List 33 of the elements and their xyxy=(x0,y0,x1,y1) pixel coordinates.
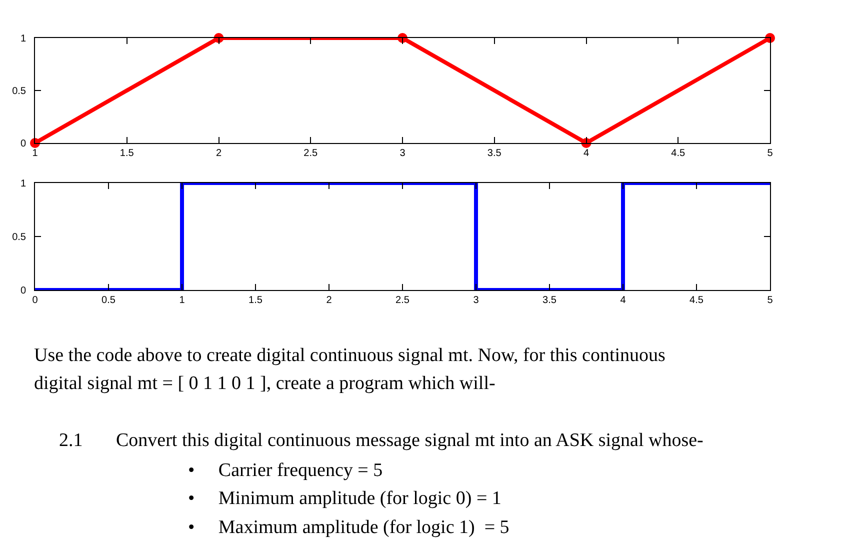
text: digital signal mt = [ 0 1 1 0 1 ], create a program which will- xyxy=(34,373,496,394)
x-tick-label: 4 xyxy=(620,295,626,306)
x-tick-label: 1 xyxy=(179,295,186,306)
x-tick-label: 5 xyxy=(767,295,774,306)
x-tick-label: 4.5 xyxy=(690,295,704,306)
x-tick-label: 3 xyxy=(473,295,480,306)
x-tick-label: 2.5 xyxy=(396,295,410,306)
y-tick-label: 1 xyxy=(20,34,26,44)
x-tick-label: 0 xyxy=(32,295,38,306)
x-tick-label: 5 xyxy=(767,148,774,159)
text: Convert this digital continuous message signal mt into an ASK signal whose- xyxy=(116,430,704,451)
x-tick-label: 2 xyxy=(326,295,332,306)
x-tick-label: 3.5 xyxy=(542,295,557,306)
text: 2.1 xyxy=(59,430,83,451)
text: • Carrier frequency = 5 xyxy=(188,460,383,481)
y-tick-label: 0 xyxy=(20,286,26,296)
text: Use the code above to create digital continuous signal mt. Now, for this continuous xyxy=(34,345,666,366)
text: • Maximum amplitude (for logic 1) = 5 xyxy=(188,517,510,538)
x-tick-label: 1 xyxy=(32,148,38,159)
y-tick-label: 0.5 xyxy=(12,232,26,243)
y-tick-label: 0.5 xyxy=(12,86,26,97)
x-tick-label: 4.5 xyxy=(671,148,686,159)
y-tick-label: 0 xyxy=(20,138,26,150)
x-tick-label: 0.5 xyxy=(102,295,116,306)
x-tick-label: 3.5 xyxy=(487,148,502,159)
x-tick-label: 1.5 xyxy=(248,295,263,306)
x-tick-label: 2 xyxy=(216,148,222,159)
x-tick-label: 4 xyxy=(583,148,590,159)
y-tick-label: 1 xyxy=(20,178,26,190)
x-tick-label: 3 xyxy=(400,148,406,159)
x-tick-label: 1.5 xyxy=(120,148,134,159)
x-tick-label: 2.5 xyxy=(304,148,318,159)
text: • Minimum amplitude (for logic 0) = 1 xyxy=(188,488,502,509)
